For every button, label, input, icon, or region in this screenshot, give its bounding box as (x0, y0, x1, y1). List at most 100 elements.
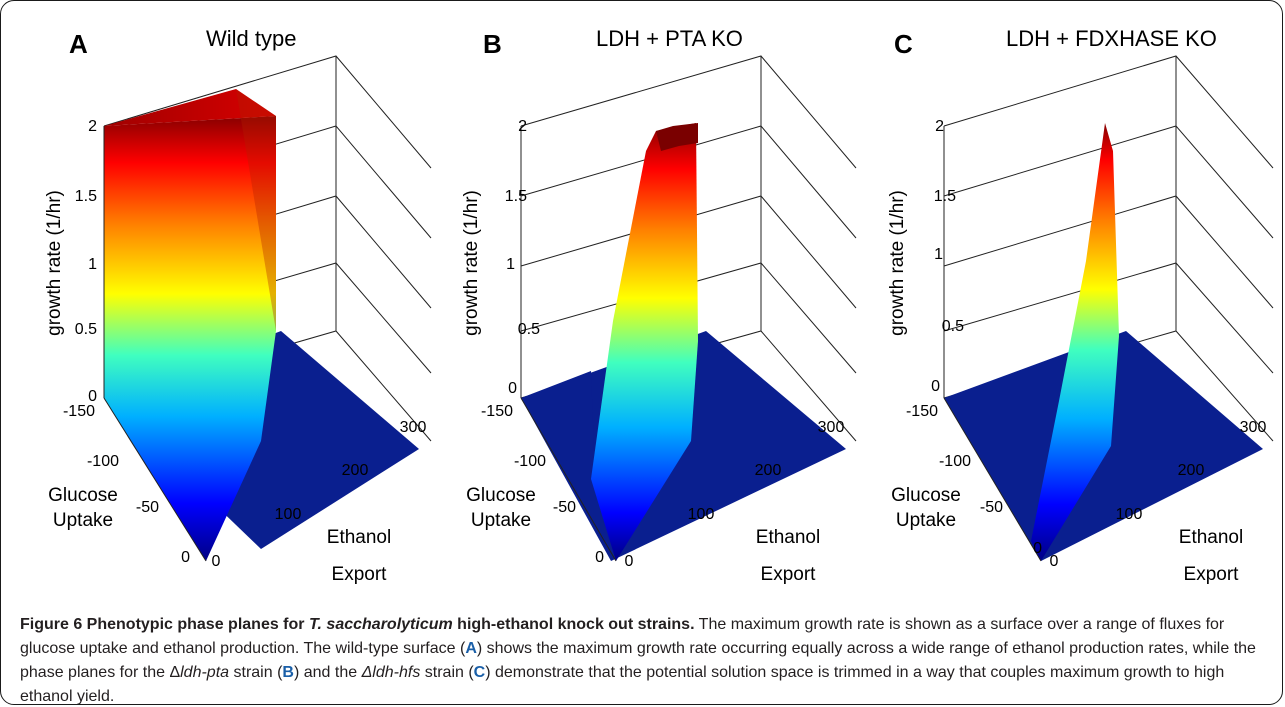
ethanol-label-b: Ethanol Export (756, 527, 820, 585)
surface-side-a (236, 89, 276, 331)
ethanol-axis-label: Ethanol (327, 527, 391, 548)
z-tick-label: 1 (88, 256, 97, 273)
caption-text: The maximum growth rate is shown as a su… (20, 616, 1225, 657)
panel-letter-b: B (483, 29, 502, 59)
glucose-axis-label: Uptake (896, 510, 956, 531)
figure-panels: A Wild type 2 1.5 1 0.5 0 growth rat (44, 26, 1274, 585)
glucose-tick-label: -100 (939, 453, 971, 470)
glucose-axis-label: Glucose (48, 485, 118, 506)
panel-title-c: LDH + FDXHASE KO (1006, 26, 1217, 51)
glucose-label-a: Glucose Uptake (48, 485, 118, 531)
panel-title-b: LDH + PTA KO (596, 26, 743, 51)
glucose-tick-label: 0 (181, 549, 190, 566)
caption-title-text: high-ethanol knock out strains. (452, 616, 695, 633)
z-tick-label: 2 (518, 118, 527, 135)
strain-name: ldh-pta (180, 664, 230, 681)
surface-spike-c (1031, 123, 1119, 561)
glucose-tick-label: -100 (514, 453, 546, 470)
ethanol-ticks-c: 0 100 200 300 (1050, 419, 1267, 570)
caption-text: ) and the (293, 664, 362, 681)
ethanol-axis-label: Ethanol (756, 527, 820, 548)
z-tick-label: 1.5 (75, 188, 97, 205)
panel-letter-c: C (894, 29, 913, 59)
panel-ref-a: A (465, 640, 477, 657)
panel-ref-b: B (282, 664, 294, 681)
caption-species: T. saccharolyticum (308, 616, 453, 633)
panel-a: A Wild type 2 1.5 1 0.5 0 growth rat (44, 26, 432, 585)
glucose-ticks-c: -150 -100 -50 0 (906, 403, 1042, 557)
glucose-tick-label: -50 (980, 499, 1003, 516)
glucose-tick-label: -100 (87, 453, 119, 470)
z-tick-label: 0.5 (518, 321, 540, 338)
z-ticks-c: 2 1.5 1 0.5 0 (931, 118, 964, 395)
ethanol-tick-label: 200 (1178, 462, 1205, 479)
glucose-axis-line (103, 397, 207, 562)
glucose-axis-label: Uptake (471, 510, 531, 531)
z-axis-label-c: growth rate (1/hr) (887, 190, 908, 336)
z-ticks-b: 2 1.5 1 0.5 0 (505, 118, 540, 397)
surface-front-a (104, 116, 276, 561)
glucose-label-c: Glucose Uptake (891, 485, 961, 531)
caption-text: strain ( (229, 664, 283, 681)
ethanol-tick-label: 100 (1116, 506, 1143, 523)
ethanol-tick-label: 0 (1050, 553, 1059, 570)
glucose-axis-line (943, 397, 1042, 562)
z-axis-label-a: growth rate (1/hr) (44, 190, 65, 336)
glucose-tick-label: -50 (553, 499, 576, 516)
glucose-tick-label: -150 (481, 403, 513, 420)
glucose-ticks-b: -150 -100 -50 0 (481, 403, 604, 566)
z-tick-label: 0 (931, 378, 940, 395)
z-tick-label: 2 (88, 118, 97, 135)
ethanol-tick-label: 300 (1240, 419, 1267, 436)
caption-text: ) demonstrate that the potential solutio… (20, 664, 1225, 705)
ethanol-tick-label: 0 (212, 553, 221, 570)
surface-ridge-b (591, 123, 698, 561)
z-tick-label: 0.5 (942, 318, 964, 335)
glucose-label-b: Glucose Uptake (466, 485, 536, 531)
glucose-tick-label: 0 (595, 549, 604, 566)
glucose-tick-label: -50 (136, 499, 159, 516)
glucose-tick-label: -150 (63, 403, 95, 420)
z-axis-label-b: growth rate (1/hr) (461, 190, 482, 336)
z-tick-label: 1 (506, 256, 515, 273)
z-tick-label: 0 (88, 388, 97, 405)
glucose-axis-label: Glucose (466, 485, 536, 506)
ethanol-tick-label: 100 (275, 506, 302, 523)
panel-letter-a: A (69, 29, 88, 59)
surface-top-b (656, 123, 698, 151)
caption-text: ) shows the maximum growth rate occurrin… (20, 640, 1256, 681)
panel-b: B LDH + PTA KO 2 1.5 1 0.5 0 growth rate… (461, 26, 857, 585)
caption-text: strain ( (420, 664, 474, 681)
ethanol-ticks-a: 0 100 200 300 (212, 419, 427, 570)
z-tick-label: 0.5 (75, 321, 97, 338)
z-tick-label: 1.5 (505, 188, 527, 205)
glucose-axis-label: Glucose (891, 485, 961, 506)
ethanol-label-a: Ethanol Export (327, 527, 391, 585)
floor-left-b (521, 371, 596, 501)
ethanol-tick-label: 100 (688, 506, 715, 523)
ethanol-axis-label: Export (332, 564, 388, 585)
ethanol-tick-label: 200 (755, 462, 782, 479)
ethanol-axis-label: Export (1184, 564, 1240, 585)
strain-name: Δldh-hfs (361, 664, 421, 681)
ethanol-tick-label: 300 (400, 419, 427, 436)
z-tick-label: 0 (508, 380, 517, 397)
ethanol-label-c: Ethanol Export (1179, 527, 1243, 585)
ethanol-tick-label: 0 (625, 553, 634, 570)
surface-top-a (104, 89, 276, 126)
ethanol-axis-label: Export (761, 564, 817, 585)
z-tick-label: 2 (935, 118, 944, 135)
panel-c: C LDH + FDXHASE KO 2 1.5 1 0.5 0 growth … (887, 26, 1274, 585)
glucose-tick-label: -150 (906, 403, 938, 420)
panel-ref-c: C (473, 664, 486, 681)
ethanol-axis-label: Ethanol (1179, 527, 1243, 548)
caption-title-text: Figure 6 Phenotypic phase planes for (20, 616, 309, 633)
glucose-axis-label: Uptake (53, 510, 113, 531)
glucose-ticks-a: -150 -100 -50 0 (63, 403, 190, 566)
ethanol-tick-label: 200 (342, 462, 369, 479)
glucose-axis-line (520, 397, 617, 562)
z-tick-label: 1 (934, 246, 943, 263)
figure-caption: Figure 6 Phenotypic phase planes for T. … (20, 613, 1265, 705)
z-ticks-a: 2 1.5 1 0.5 0 (75, 118, 97, 405)
